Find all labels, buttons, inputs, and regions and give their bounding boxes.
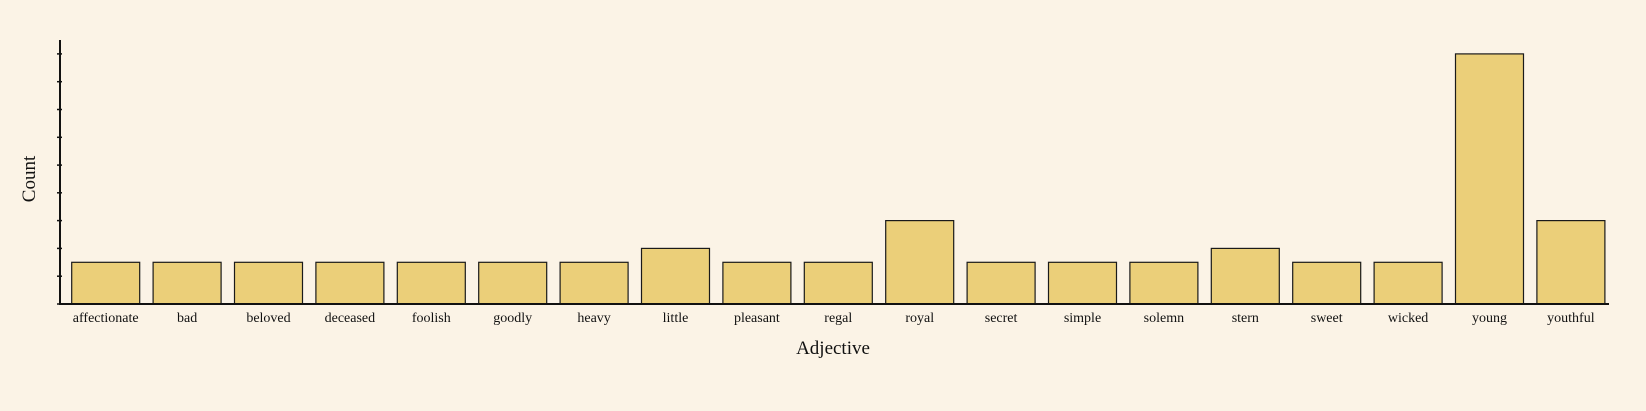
x-tick-label-sweet: sweet [1311, 311, 1343, 326]
bars [71, 53, 1606, 305]
x-tick-label-bad: bad [177, 311, 197, 326]
bar-foolish [396, 261, 466, 305]
x-tick-label-affectionate: affectionate [73, 311, 139, 326]
bar-affectionate [71, 261, 141, 305]
x-tick-label-deceased: deceased [325, 311, 376, 326]
bar-goodly [478, 261, 548, 305]
x-tick-label-wicked: wicked [1388, 311, 1428, 326]
bar-wicked [1373, 261, 1443, 305]
x-tick-label-little: little [663, 311, 689, 326]
x-tick-label-solemn: solemn [1144, 311, 1184, 326]
bar-youthful [1536, 220, 1606, 305]
x-axis-title: Adjective [796, 338, 870, 359]
x-tick-label-beloved: beloved [246, 311, 290, 326]
bar-heavy [559, 261, 629, 305]
x-tick-label-heavy: heavy [577, 311, 610, 326]
x-tick-label-secret: secret [985, 311, 1018, 326]
x-tick-label-pleasant: pleasant [734, 311, 780, 326]
bar-young [1454, 53, 1525, 305]
x-tick-labels: affectionate bad beloved deceased foolish goo… [73, 311, 1595, 326]
bar-pleasant [722, 261, 792, 305]
bar-simple [1047, 261, 1118, 305]
y-axis-title: Count [19, 155, 40, 202]
bar-little [640, 247, 711, 305]
bar-solemn [1129, 261, 1199, 305]
x-tick-label-royal: royal [905, 311, 934, 326]
x-tick-label-stern: stern [1232, 311, 1259, 326]
x-tick-label-foolish: foolish [412, 311, 451, 326]
bar-beloved [233, 261, 304, 305]
x-tick-label-simple: simple [1064, 311, 1101, 326]
bar-deceased [315, 261, 385, 305]
x-tick-label-young: young [1472, 311, 1507, 326]
bar-stern [1210, 247, 1280, 305]
bar-sweet [1292, 261, 1362, 305]
x-tick-label-regal: regal [824, 311, 852, 326]
bar-secret [966, 261, 1036, 305]
bar-royal [885, 220, 955, 305]
bar-bad [152, 261, 222, 305]
x-tick-label-youthful: youthful [1547, 311, 1595, 326]
bar-regal [803, 261, 873, 305]
x-tick-label-goodly: goodly [493, 311, 532, 326]
